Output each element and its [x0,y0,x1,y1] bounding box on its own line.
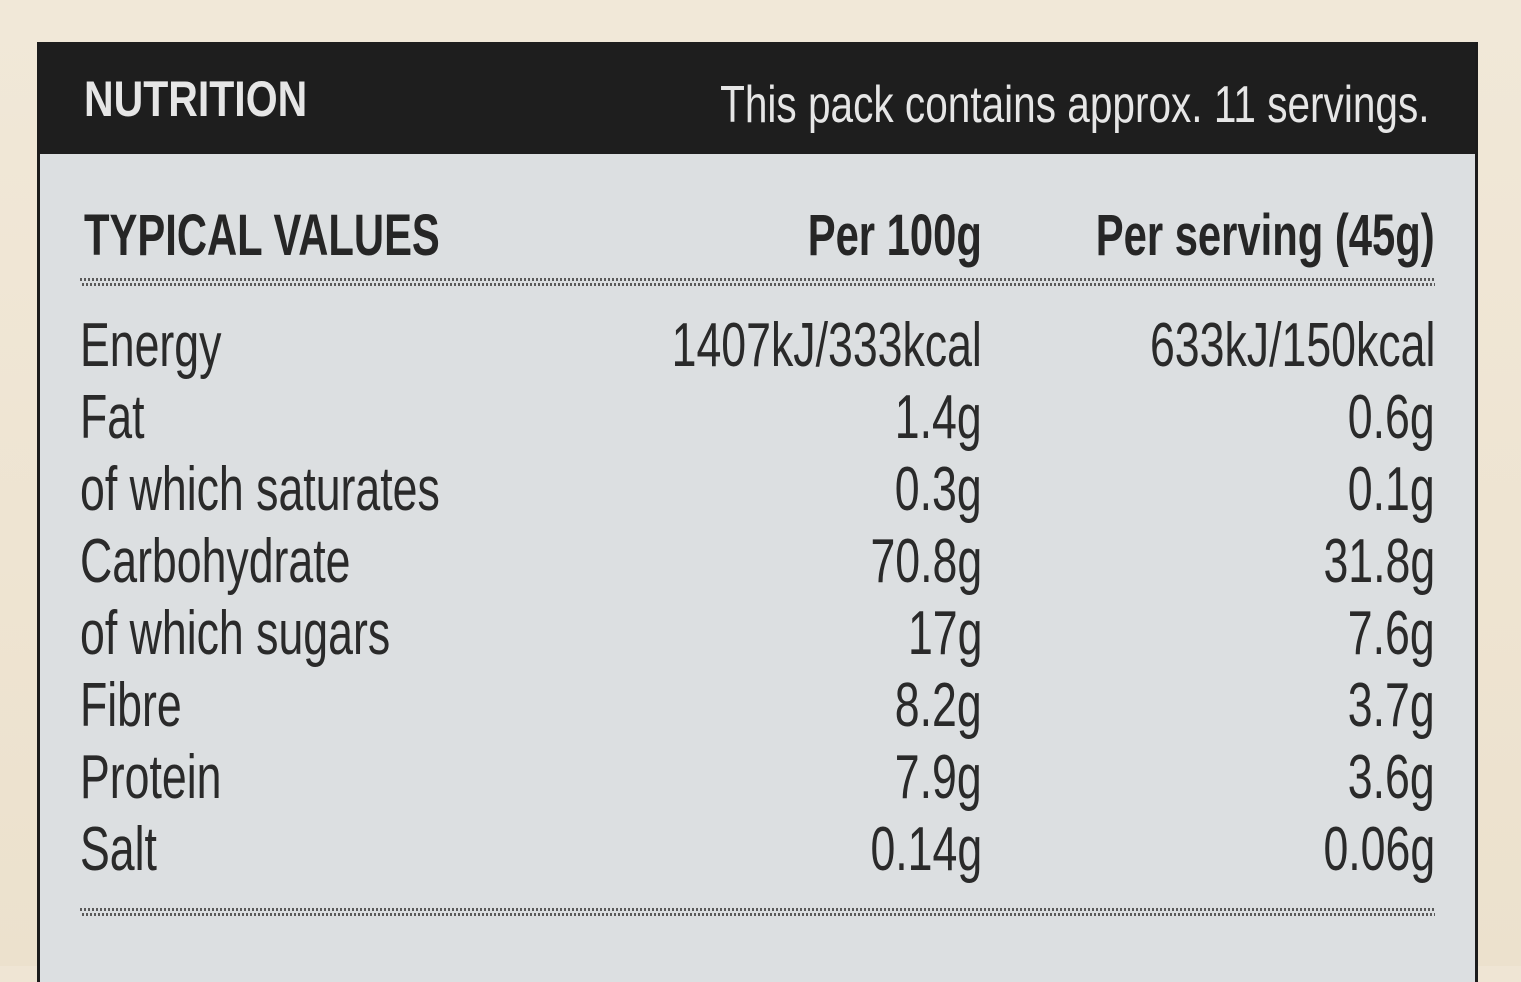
value-per-100g: 17g [907,599,982,668]
value-per-serving: 3.7g [1348,671,1435,740]
value-per-100g: 1.4g [895,383,982,452]
nutrient-name: Energy [80,311,222,380]
nutrition-title: NUTRITION [84,71,308,127]
value-per-100g: 7.9g [895,743,982,812]
label-header: NUTRITION This pack contains approx. 11 … [40,42,1475,154]
table-row: Fat 1.4g 0.6g [40,382,1475,454]
value-per-serving: 7.6g [1348,599,1435,668]
table-row: of which sugars 17g 7.6g [40,598,1475,670]
value-per-100g: 0.3g [895,455,982,524]
nutrient-name: Fibre [80,671,182,740]
value-per-100g: 70.8g [870,527,982,596]
nutrient-name: of which sugars [80,599,391,668]
value-per-serving: 0.06g [1323,815,1435,884]
value-per-serving: 3.6g [1348,743,1435,812]
nutrition-label: NUTRITION This pack contains approx. 11 … [37,42,1478,982]
value-per-serving: 0.6g [1348,383,1435,452]
nutrient-name: of which saturates [80,455,440,524]
nutrition-rows: Energy 1407kJ/333kcal 633kJ/150kcal Fat … [40,310,1475,886]
nutrient-name: Protein [80,743,222,812]
servings-note: This pack contains approx. 11 servings. [719,76,1429,134]
table-row: Energy 1407kJ/333kcal 633kJ/150kcal [40,310,1475,382]
nutrient-name: Carbohydrate [80,527,351,596]
value-per-100g: 1407kJ/333kcal [671,311,982,380]
header-divider [80,278,1435,286]
footer-divider [80,908,1435,916]
table-row: Protein 7.9g 3.6g [40,742,1475,814]
value-per-100g: 0.14g [870,815,982,884]
column-header-typical-values: TYPICAL VALUES [84,203,440,268]
value-per-serving: 633kJ/150kcal [1149,311,1435,380]
table-row: Fibre 8.2g 3.7g [40,670,1475,742]
table-row: of which saturates 0.3g 0.1g [40,454,1475,526]
value-per-serving: 31.8g [1323,527,1435,596]
table-row: Carbohydrate 70.8g 31.8g [40,526,1475,598]
value-per-100g: 8.2g [895,671,982,740]
nutrient-name: Fat [80,383,145,452]
column-header-per-100g: Per 100g [807,203,982,268]
column-header-per-serving: Per serving (45g) [1096,203,1435,268]
table-row: Salt 0.14g 0.06g [40,814,1475,886]
value-per-serving: 0.1g [1348,455,1435,524]
nutrient-name: Salt [80,815,157,884]
